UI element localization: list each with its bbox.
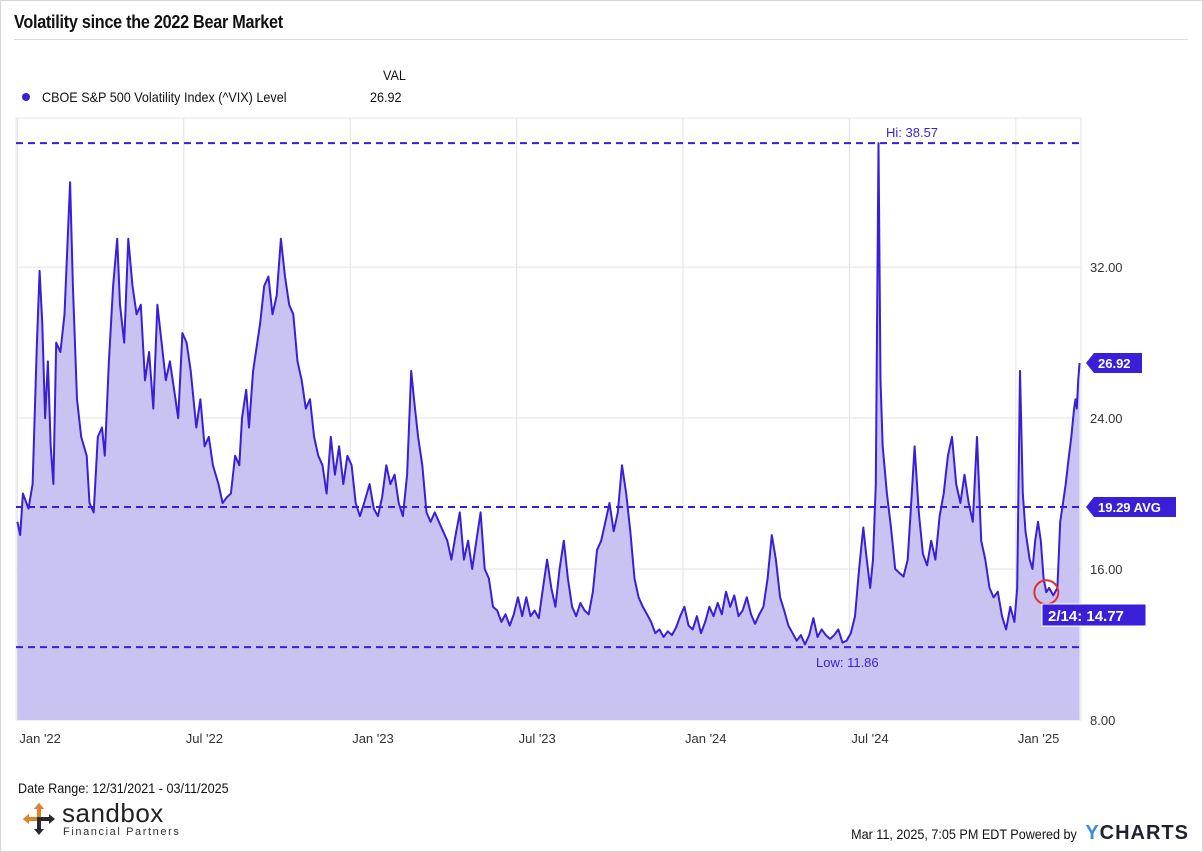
x-tick-label: Jan '25 bbox=[1018, 731, 1060, 746]
legend-series-value: 26.92 bbox=[370, 89, 402, 105]
legend-series-label: CBOE S&P 500 Volatility Index (^VIX) Lev… bbox=[42, 89, 287, 105]
x-tick-label: Jan '23 bbox=[352, 731, 394, 746]
last-value-badge-label: 26.92 bbox=[1098, 356, 1131, 371]
x-tick-label: Jul '24 bbox=[851, 731, 888, 746]
vix-series-line bbox=[16, 142, 1081, 646]
ycharts-logo[interactable]: YCHARTS bbox=[1085, 822, 1189, 845]
x-tick-label: Jan '22 bbox=[19, 731, 61, 746]
callout-label: 2/14: 14.77 bbox=[1048, 608, 1124, 625]
average-value-badge bbox=[1086, 496, 1176, 517]
vix-area-fill bbox=[17, 143, 1080, 721]
high-label: Hi: 38.57 bbox=[886, 125, 938, 140]
sandbox-logo-name: sandbox bbox=[62, 798, 164, 828]
ycharts-logo-text: CHARTS bbox=[1099, 822, 1189, 844]
title-divider bbox=[14, 39, 1188, 40]
footer-timestamp: Mar 11, 2025, 7:05 PM EDT Powered by bbox=[851, 825, 1078, 842]
y-tick-label: 8.00 bbox=[1090, 713, 1115, 728]
sandbox-logo-mark-icon bbox=[23, 803, 55, 835]
y-tick-label: 16.00 bbox=[1090, 562, 1123, 577]
x-tick-label: Jul '22 bbox=[186, 731, 223, 746]
legend-marker-icon bbox=[22, 93, 30, 101]
sandbox-logo-subtitle: Financial Partners bbox=[63, 826, 181, 838]
low-label: Low: 11.86 bbox=[816, 655, 879, 670]
chart-title: Volatility since the 2022 Bear Market bbox=[14, 12, 283, 32]
y-tick-label: 32.00 bbox=[1090, 260, 1123, 275]
x-tick-label: Jan '24 bbox=[685, 731, 727, 746]
legend-item[interactable]: CBOE S&P 500 Volatility Index (^VIX) Lev… bbox=[22, 89, 314, 105]
ycharts-logo-y: Y bbox=[1085, 822, 1100, 844]
callout-box bbox=[1041, 603, 1147, 627]
x-tick-label: Jul '23 bbox=[519, 731, 556, 746]
footer-attribution: Mar 11, 2025, 7:05 PM EDT Powered by YCH… bbox=[826, 822, 1189, 845]
last-value-badge bbox=[1086, 352, 1142, 373]
date-range: Date Range: 12/31/2021 - 03/11/2025 bbox=[18, 780, 229, 796]
sandbox-logo: sandbox Financial Partners bbox=[22, 798, 222, 844]
legend-column-header: VAL bbox=[383, 67, 406, 83]
average-value-badge-label: 19.29 AVG bbox=[1098, 500, 1161, 515]
y-tick-label: 24.00 bbox=[1090, 411, 1123, 426]
